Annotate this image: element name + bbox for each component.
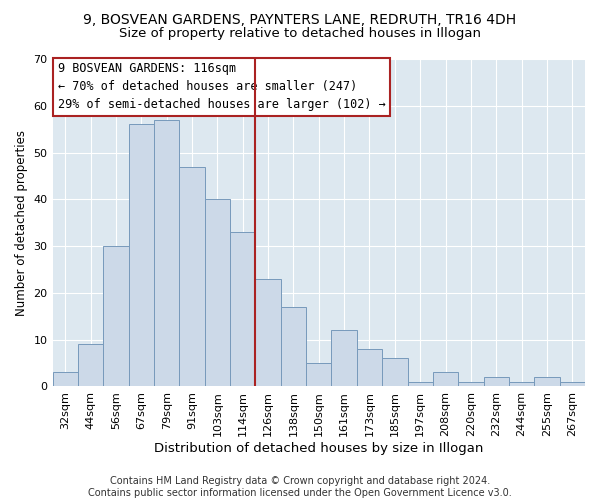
Bar xyxy=(458,382,484,386)
Bar xyxy=(205,200,230,386)
Bar xyxy=(484,377,509,386)
Bar xyxy=(78,344,103,387)
Bar xyxy=(281,307,306,386)
Bar xyxy=(331,330,357,386)
Bar xyxy=(128,124,154,386)
Text: 9, BOSVEAN GARDENS, PAYNTERS LANE, REDRUTH, TR16 4DH: 9, BOSVEAN GARDENS, PAYNTERS LANE, REDRU… xyxy=(83,12,517,26)
X-axis label: Distribution of detached houses by size in Illogan: Distribution of detached houses by size … xyxy=(154,442,484,455)
Text: Contains HM Land Registry data © Crown copyright and database right 2024.
Contai: Contains HM Land Registry data © Crown c… xyxy=(88,476,512,498)
Text: Size of property relative to detached houses in Illogan: Size of property relative to detached ho… xyxy=(119,28,481,40)
Bar xyxy=(509,382,534,386)
Bar xyxy=(306,363,331,386)
Bar xyxy=(534,377,560,386)
Bar xyxy=(230,232,256,386)
Y-axis label: Number of detached properties: Number of detached properties xyxy=(15,130,28,316)
Bar xyxy=(179,166,205,386)
Bar xyxy=(53,372,78,386)
Bar xyxy=(357,349,382,387)
Bar xyxy=(560,382,585,386)
Bar xyxy=(256,279,281,386)
Bar xyxy=(103,246,128,386)
Bar xyxy=(407,382,433,386)
Bar xyxy=(433,372,458,386)
Bar xyxy=(382,358,407,386)
Bar xyxy=(154,120,179,386)
Text: 9 BOSVEAN GARDENS: 116sqm
← 70% of detached houses are smaller (247)
29% of semi: 9 BOSVEAN GARDENS: 116sqm ← 70% of detac… xyxy=(58,62,386,112)
